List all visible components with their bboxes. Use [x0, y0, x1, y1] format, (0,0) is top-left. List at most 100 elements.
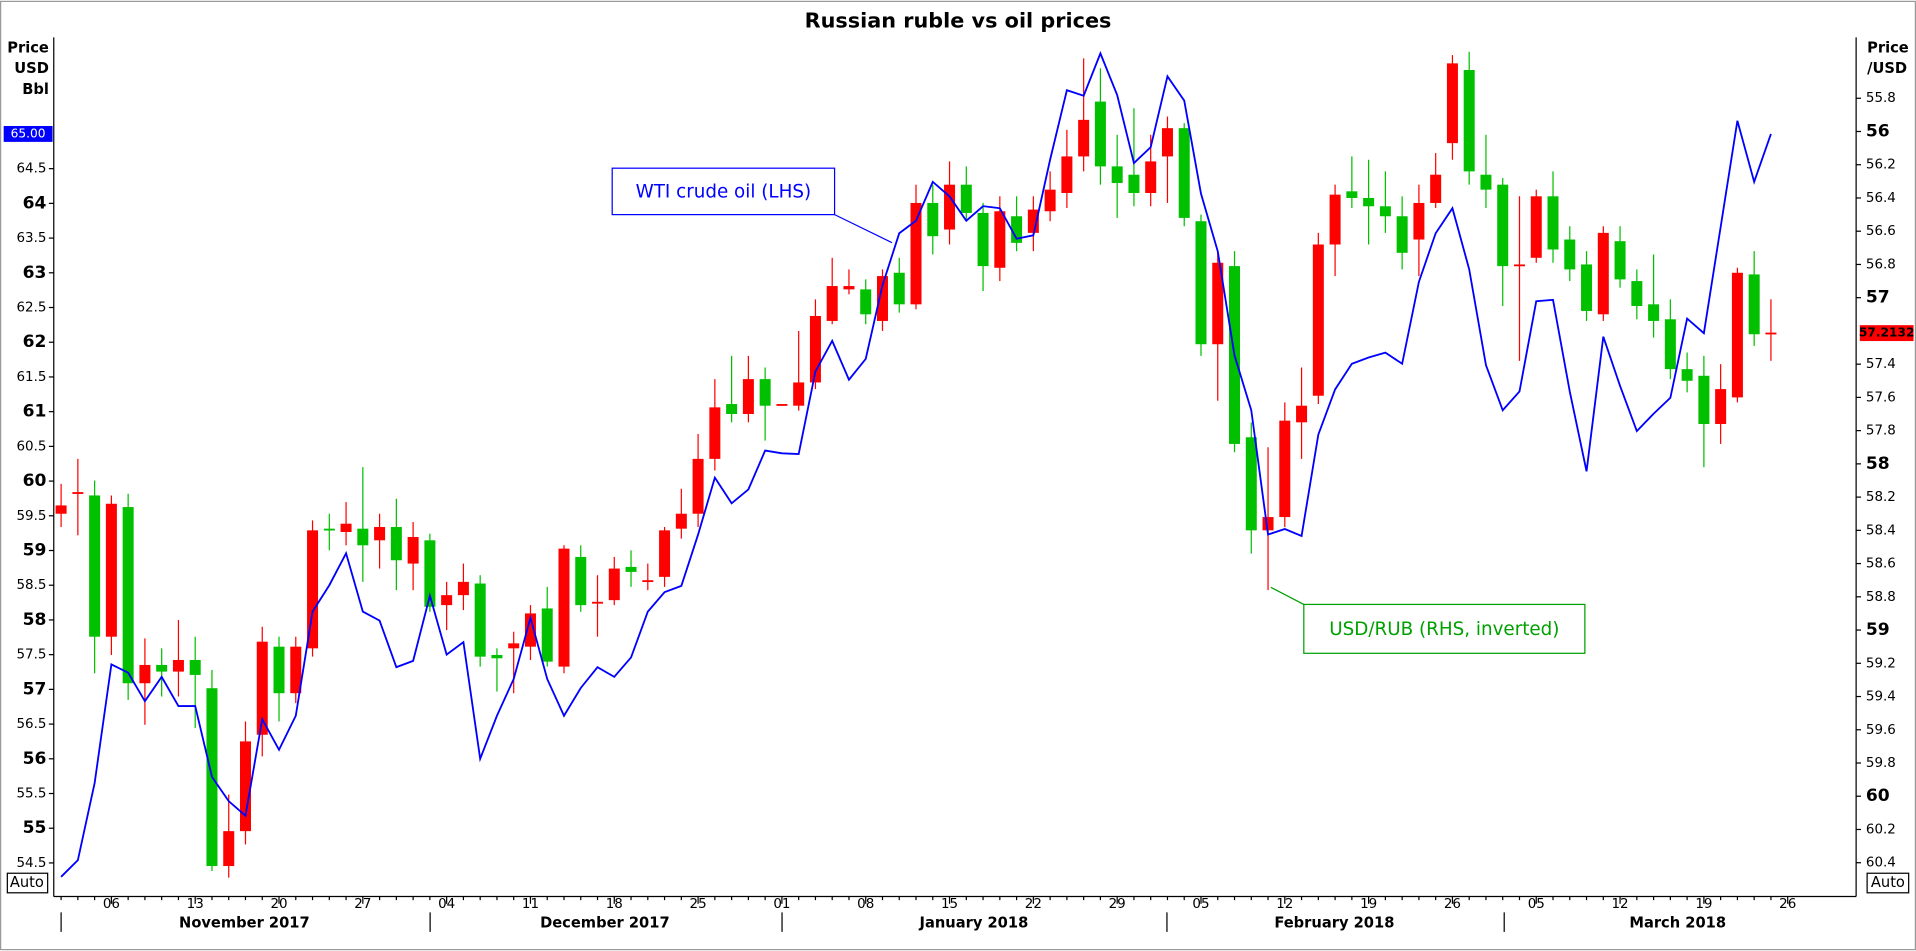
- candle-body: [256, 641, 268, 735]
- candle-body: [860, 289, 872, 315]
- y-tick-label: 61.5: [17, 370, 47, 385]
- candle-body: [1346, 191, 1358, 198]
- y2-tick-label: 56.4: [1866, 191, 1896, 206]
- x-tick-label: 25: [690, 897, 707, 912]
- button-box[interactable]: [1866, 872, 1910, 894]
- x-tick-label: 01: [773, 897, 790, 912]
- x-tick-label: 05: [1192, 897, 1209, 912]
- x-tick-label: 20: [270, 897, 287, 912]
- month-label: March 2018: [1629, 914, 1726, 931]
- auto-button[interactable]: Auto: [1866, 872, 1910, 894]
- month-label: January 2018: [918, 914, 1028, 931]
- y-tick-label: 63: [23, 263, 47, 283]
- month-dividers: [60, 912, 1505, 932]
- candle-body: [1497, 184, 1509, 267]
- y-tick-label: 62.5: [17, 301, 47, 316]
- button-label[interactable]: Auto: [1871, 874, 1905, 891]
- x-tick-label: 06: [103, 897, 120, 912]
- candle-body: [1681, 369, 1693, 381]
- y2-tick-label: 59.8: [1866, 756, 1896, 771]
- candle-body: [726, 404, 738, 415]
- candle-body: [1094, 101, 1106, 167]
- annotation-box: [611, 167, 836, 216]
- candle-body: [541, 608, 553, 662]
- candle-body: [1631, 281, 1643, 306]
- y2-tick-label: 60.2: [1866, 822, 1896, 837]
- candle-body: [642, 580, 654, 583]
- candle-body: [1731, 272, 1743, 398]
- x-tick-label: 11: [522, 897, 539, 912]
- y2-tick-label: 59.6: [1866, 723, 1896, 738]
- y-tick-label: 59.5: [17, 509, 47, 524]
- candle-body: [1279, 420, 1291, 518]
- y2-tick-label: 57.8: [1866, 424, 1896, 439]
- y-tick-label: 55: [23, 818, 47, 838]
- y-axis-label: Bbl: [22, 81, 49, 98]
- y2-tick-label: 56.8: [1866, 257, 1896, 272]
- candle-body: [1161, 128, 1173, 157]
- candle-body: [1547, 196, 1559, 250]
- x-tick-label: 04: [438, 897, 455, 912]
- candle-body: [876, 276, 888, 321]
- candle-body: [1530, 196, 1542, 258]
- y-axis-label: Price: [7, 39, 49, 56]
- candle-body: [390, 527, 402, 561]
- chart-title: Russian ruble vs oil prices: [805, 9, 1112, 33]
- last-value-label: 57.2132: [1859, 326, 1915, 340]
- candle-body: [1446, 63, 1458, 144]
- candle-body: [1765, 332, 1777, 335]
- candle-body: [1748, 274, 1760, 335]
- candle-body: [675, 513, 687, 529]
- y-axis-label: USD: [14, 60, 49, 77]
- button-label[interactable]: Auto: [10, 874, 44, 891]
- x-tick-label: 05: [1528, 897, 1545, 912]
- y-tick-label: 58.5: [17, 578, 47, 593]
- candle-body: [910, 202, 922, 305]
- candle-body: [1178, 128, 1190, 218]
- y2-tick-label: 57: [1866, 288, 1890, 308]
- auto-button[interactable]: Auto: [6, 872, 49, 894]
- candle-body: [927, 202, 939, 237]
- candle-body: [1027, 209, 1039, 233]
- candle-body: [1296, 405, 1308, 423]
- month-label: November 2017: [179, 914, 310, 931]
- y2-tick-label: 59.2: [1866, 656, 1896, 671]
- y2-tick-label: 56.2: [1866, 158, 1896, 173]
- candle-body: [809, 315, 821, 383]
- candle-body: [1262, 517, 1274, 531]
- candle-body: [323, 528, 335, 531]
- y2-tick-label: 58.2: [1866, 490, 1896, 505]
- candle-body: [1430, 174, 1442, 203]
- candle-body: [1564, 239, 1576, 270]
- x-tick-label: 26: [1779, 897, 1796, 912]
- candle-body: [1513, 264, 1525, 267]
- candle-body: [189, 659, 201, 675]
- y2-tick-label: 56: [1866, 121, 1890, 141]
- candle-body: [89, 495, 101, 637]
- candle-body: [1329, 194, 1341, 245]
- candle-body: [1480, 174, 1492, 190]
- candle-body: [307, 530, 319, 649]
- candle-body: [1698, 375, 1710, 424]
- last-value-box: [3, 125, 53, 142]
- candle-body: [72, 492, 84, 494]
- button-box[interactable]: [6, 872, 49, 894]
- y-tick-label: 55.5: [17, 787, 47, 802]
- candle-body: [893, 272, 905, 305]
- candle-body: [524, 613, 536, 647]
- candle-body: [1715, 389, 1727, 424]
- candle-body: [290, 646, 302, 694]
- y2-tick-label: 58: [1866, 454, 1890, 474]
- candle-body: [944, 184, 956, 230]
- y-tick-label: 54.5: [17, 856, 47, 871]
- x-tick-label: 29: [1109, 897, 1126, 912]
- candle-body: [474, 583, 486, 657]
- y2-tick-label: 57.6: [1866, 390, 1896, 405]
- candle-body: [1061, 156, 1073, 193]
- candle-body: [625, 566, 637, 572]
- candle-body: [55, 505, 67, 514]
- candle-body: [223, 831, 235, 867]
- candle-body: [1011, 216, 1023, 243]
